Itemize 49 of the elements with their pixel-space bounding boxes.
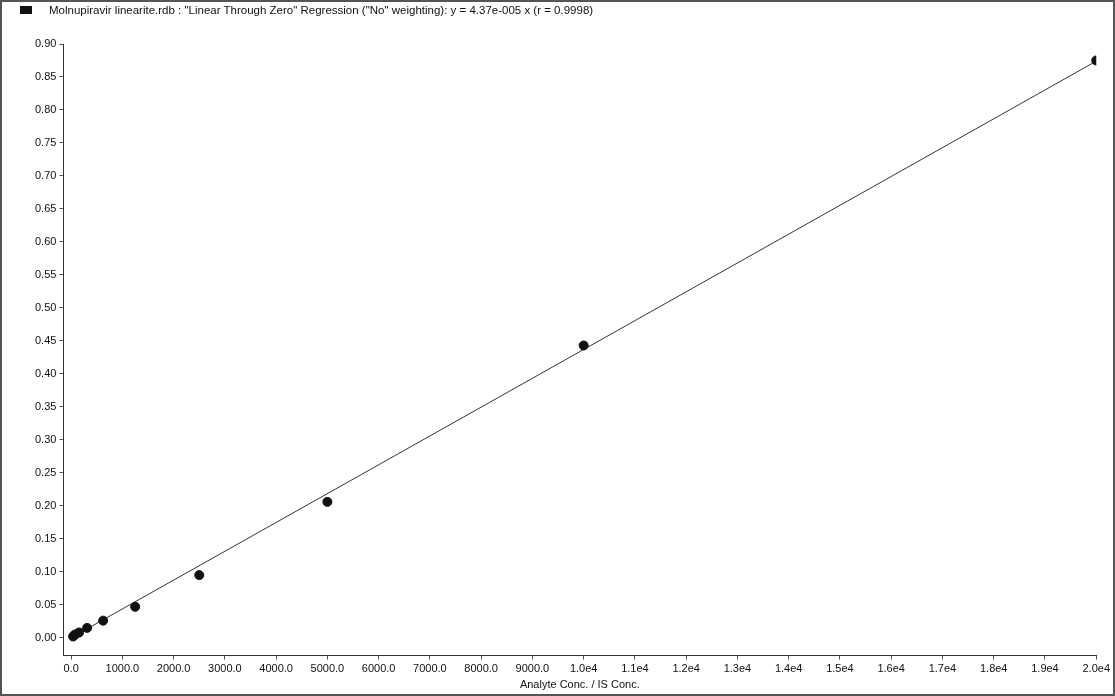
y-tick-label: 0.70 <box>34 168 57 181</box>
y-tick-label: 0.20 <box>34 498 57 511</box>
x-tick-label: 1.9e4 <box>1031 662 1059 675</box>
y-tick-label: 0.05 <box>34 597 57 610</box>
x-tick-label: 4000.0 <box>259 662 293 675</box>
x-tick-label: 1.1e4 <box>621 662 649 675</box>
x-tick-label: 3000.0 <box>208 662 242 675</box>
y-tick-label: 0.65 <box>34 201 57 214</box>
y-tick-label: 0.50 <box>34 300 57 313</box>
x-tick-label: 2000.0 <box>156 662 191 675</box>
y-tick-label: 0.40 <box>34 366 57 379</box>
x-tick-label: 9000.0 <box>515 662 550 675</box>
x-tick-label: 1.4e4 <box>774 662 803 675</box>
y-tick-label: 0.80 <box>34 103 57 116</box>
x-tick-label: 1.3e4 <box>723 662 752 675</box>
x-tick-label: 1.6e4 <box>877 662 905 675</box>
x-tick-label: 6000.0 <box>361 662 396 675</box>
y-tick-label: 0.85 <box>34 70 57 83</box>
y-tick-label: 0.10 <box>34 564 57 577</box>
x-tick-label: 7000.0 <box>413 662 447 675</box>
y-tick-label: 0.00 <box>34 630 57 643</box>
x-tick-label: 5000.0 <box>310 662 345 675</box>
point <box>194 570 205 581</box>
x-tick-label: 0.0 <box>63 662 79 675</box>
x-tick-label: 1.2e4 <box>672 662 700 675</box>
y-tick-label: 0.15 <box>34 531 57 544</box>
x-axis-title: Analyte Conc. / IS Conc. <box>519 678 640 691</box>
y-tick-label: 0.45 <box>34 333 57 346</box>
point <box>578 340 589 351</box>
y-tick-label: 0.55 <box>34 267 57 280</box>
y-tick-label: 0.60 <box>34 234 57 247</box>
point <box>98 615 109 626</box>
chart-title: Molnupiravir linearite.rdb : "Linear Through Zero" Regression ("No" weighting): y = 4.37e-005 x (r = 0.9998) <box>49 4 594 16</box>
x-tick-label: 2.0e4 <box>1082 662 1110 675</box>
x-tick-label: 1.0e4 <box>569 662 598 675</box>
x-tick-label: 1.8e4 <box>979 662 1008 675</box>
y-tick-label: 0.25 <box>34 465 57 478</box>
y-tick-label: 0.30 <box>34 432 57 445</box>
point <box>74 627 85 638</box>
x-tick-label: 1.7e4 <box>928 662 957 675</box>
y-tick-label: 0.90 <box>34 37 57 50</box>
point <box>82 622 93 633</box>
point <box>130 601 141 612</box>
y-tick-label: 0.35 <box>34 399 57 412</box>
y-tick-label: 0.75 <box>34 136 57 148</box>
x-tick-label: 8000.0 <box>464 662 498 675</box>
x-tick-label: 1.5e4 <box>826 662 854 675</box>
point <box>322 496 333 507</box>
x-tick-label: 1000.0 <box>105 662 140 675</box>
